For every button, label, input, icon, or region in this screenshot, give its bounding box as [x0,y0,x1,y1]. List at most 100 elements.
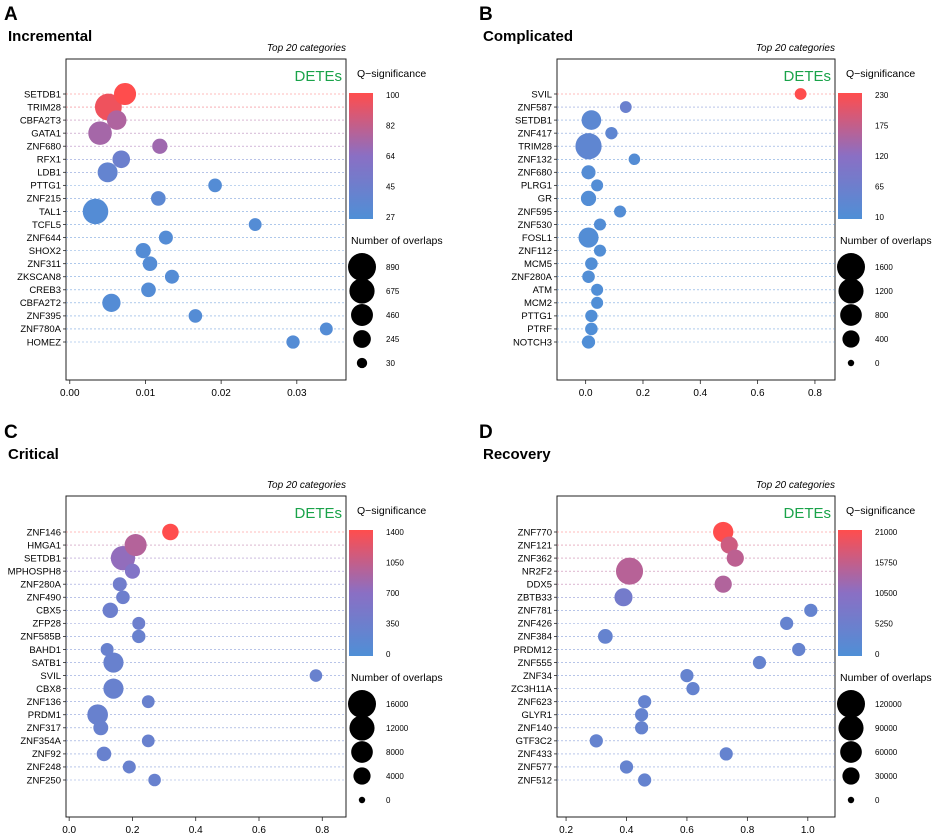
size-legend-dot [349,715,375,741]
size-legend-label: 675 [386,287,400,296]
y-tick-label: PRDM1 [28,710,61,721]
y-tick-label: PRDM12 [513,645,552,656]
point-homez [286,335,300,349]
y-tick-label: PTTG1 [30,181,61,192]
panel-label: D [479,422,493,443]
point-znf362 [726,549,744,567]
size-legend-label: 0 [875,359,880,368]
q-legend-label: 230 [875,91,889,100]
size-legend-label: 4000 [386,772,404,781]
y-tick-label: ZNF136 [27,697,61,708]
point-znf250 [148,773,161,787]
point-trim28 [575,133,602,160]
q-legend-label: 64 [386,152,395,161]
point-creb3 [141,282,156,298]
q-legend-label: 1400 [386,528,404,537]
size-legend-label: 890 [386,263,400,272]
x-tick-label: 0.0 [579,388,593,399]
point-znf317 [93,720,109,736]
x-tick-label: 0.6 [252,825,266,836]
panel-d: D Recovery Top 20 categories ZNF770 ZNF121 ZN… [479,422,932,836]
point-znf136 [141,695,155,709]
q-legend-label: 27 [386,213,395,222]
size-legend-dot [838,278,864,304]
point-znf623 [638,695,652,709]
plot-frame [65,58,347,381]
x-tick-label: 0.6 [680,825,694,836]
point-znf680 [152,138,168,154]
size-legend-dot [351,304,373,326]
y-tick-label: PTRF [527,324,552,335]
q-colorbar [349,530,373,656]
y-tick-label: ZNF140 [518,723,552,734]
y-tick-label: DDX5 [527,580,552,591]
y-tick-label: ZNF644 [27,233,61,244]
point-znf132 [628,153,641,166]
point-cbx5 [102,602,119,619]
plot-frame [556,58,836,381]
y-tick-label: SETDB1 [24,553,61,564]
q-legend-label: 21000 [875,528,898,537]
point-cbx8 [103,678,124,699]
point-shox2 [135,242,151,259]
size-legend-label: 400 [875,335,889,344]
panel-label: C [4,422,18,443]
point-atm [591,283,604,296]
q-legend-label: 0 [386,650,391,659]
y-tick-label: CBX5 [36,606,61,617]
size-legend-dot [840,741,862,763]
point-gr [580,190,597,207]
size-legend-dot [353,330,371,348]
y-tick-label: ATM [533,285,552,296]
y-tick-label: CBX8 [36,684,61,695]
y-tick-label: ZNF781 [518,606,552,617]
point-znf140 [634,721,649,735]
y-tick-label: ZNF112 [518,246,552,257]
point-tcfl5 [248,218,262,231]
size-legend-dot [847,359,855,367]
point-bahd1 [100,642,114,656]
y-tick-label: ZNF417 [518,128,552,139]
size-legend-title: Number of overlaps [840,235,932,247]
point-znf354a [141,734,155,748]
point-fosl1 [578,227,599,248]
point-notch3 [581,335,596,349]
size-legend-dot [349,278,375,304]
point-ddx5 [714,575,732,593]
panel-c: C Critical Top 20 categories ZNF146 HMGA1 SET… [4,422,443,836]
size-legend-label: 16000 [386,700,409,709]
point-setdb1 [581,110,602,130]
y-tick-label: NR2F2 [522,566,552,577]
point-cbfa2t2 [102,293,121,312]
y-tick-label: ZNF34 [523,671,552,682]
point-gata1 [88,121,112,145]
q-legend-title: Q−significance [846,505,915,517]
y-tick-label: ZNF248 [27,762,61,773]
point-prdm12 [792,642,806,657]
point-znf512 [638,773,652,787]
y-tick-label: PTTG1 [521,311,552,322]
q-legend-label: 45 [386,183,395,192]
point-znf311 [142,256,158,272]
y-tick-label: SVIL [40,671,61,682]
point-znf280a [582,270,595,284]
point-znf395 [188,309,203,323]
point-zkscan8 [164,269,179,284]
y-tick-label: TRIM28 [518,142,552,153]
y-tick-label: GATA1 [31,128,61,139]
x-tick-label: 0.8 [315,825,329,836]
y-tick-label: CBFA2T2 [20,298,61,309]
y-tick-label: ZNF770 [518,527,552,538]
y-tick-label: CBFA2T3 [20,115,61,126]
q-legend-label: 100 [386,91,400,100]
size-legend-dot [348,253,376,281]
panel-subtitle: Top 20 categories [756,43,835,54]
point-zc3h11a [686,682,700,696]
plot-frame [556,495,836,818]
y-tick-label: ZNF280A [20,580,61,591]
y-tick-label: ZNF317 [27,723,61,734]
point-mphosph8 [124,563,140,579]
plot-frame [65,495,347,818]
y-tick-label: ZNF92 [32,749,61,760]
y-tick-label: ZNF121 [518,540,552,551]
